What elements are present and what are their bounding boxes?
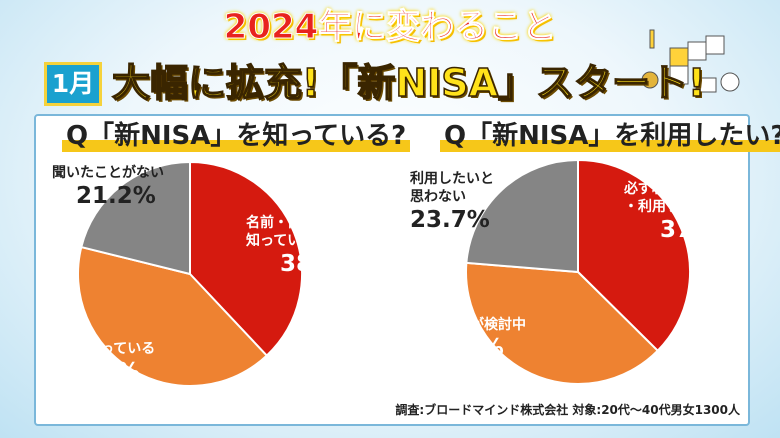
group-know-both: 名前・内容ともに 知っている 38.1%	[246, 214, 360, 278]
pie-2-slice-2	[465, 261, 660, 385]
main-title: 2024年に変わること	[223, 7, 557, 48]
source-note: 調査:ブロードマインド株式会社 対象:20代～40代男女1300人	[395, 403, 740, 417]
value-not-use: 23.7%	[410, 207, 490, 233]
group-never-heard: 聞いたことがない 21.2%	[52, 164, 164, 210]
value-know-name: 41.0%	[60, 359, 140, 385]
value-know-both: 38.1%	[280, 251, 360, 277]
label-know-name: 名前は知っている	[44, 341, 156, 357]
label-considering: 興味はあるが検討中	[400, 317, 526, 333]
group-not-use: 利用したいと 思わない 23.7%	[410, 170, 494, 234]
pie-2-slice-3	[465, 158, 579, 274]
value-never-heard: 21.2%	[76, 183, 156, 209]
value-considering: 38.9%	[424, 335, 504, 361]
label-will-use-2: ・利用する予定	[624, 199, 722, 215]
pie-1-slice-2	[77, 245, 269, 387]
label-never-heard: 聞いたことがない	[52, 165, 164, 181]
group-will-use: 必ず利用したい ・利用する予定 37.4%	[624, 180, 740, 244]
label-know-both-2: 知っている	[246, 233, 316, 249]
month-badge: 1月	[44, 62, 102, 106]
group-know-name: 名前は知っている 41.0%	[44, 340, 155, 386]
chart-title-1: Q「新NISA」を知っている?	[62, 120, 411, 152]
value-will-use: 37.4%	[660, 217, 740, 243]
nisa-illustration-icon	[641, 29, 740, 93]
label-will-use-1: 必ず利用したい	[624, 181, 722, 197]
label-not-use-1: 利用したいと	[410, 171, 494, 187]
group-considering: 興味はあるが検討中 38.9%	[400, 316, 526, 362]
chart-title-2: Q「新NISA」を利用したい?	[440, 120, 780, 152]
label-know-both-1: 名前・内容ともに	[246, 215, 358, 231]
pie-1-slice-3	[80, 160, 191, 276]
pie-1-slice-1	[189, 160, 303, 357]
subtitle: 大幅に拡充!「新NISA」スタート!	[111, 60, 706, 106]
label-not-use-2: 思わない	[410, 189, 466, 205]
pie-2-slice-1	[577, 158, 691, 353]
